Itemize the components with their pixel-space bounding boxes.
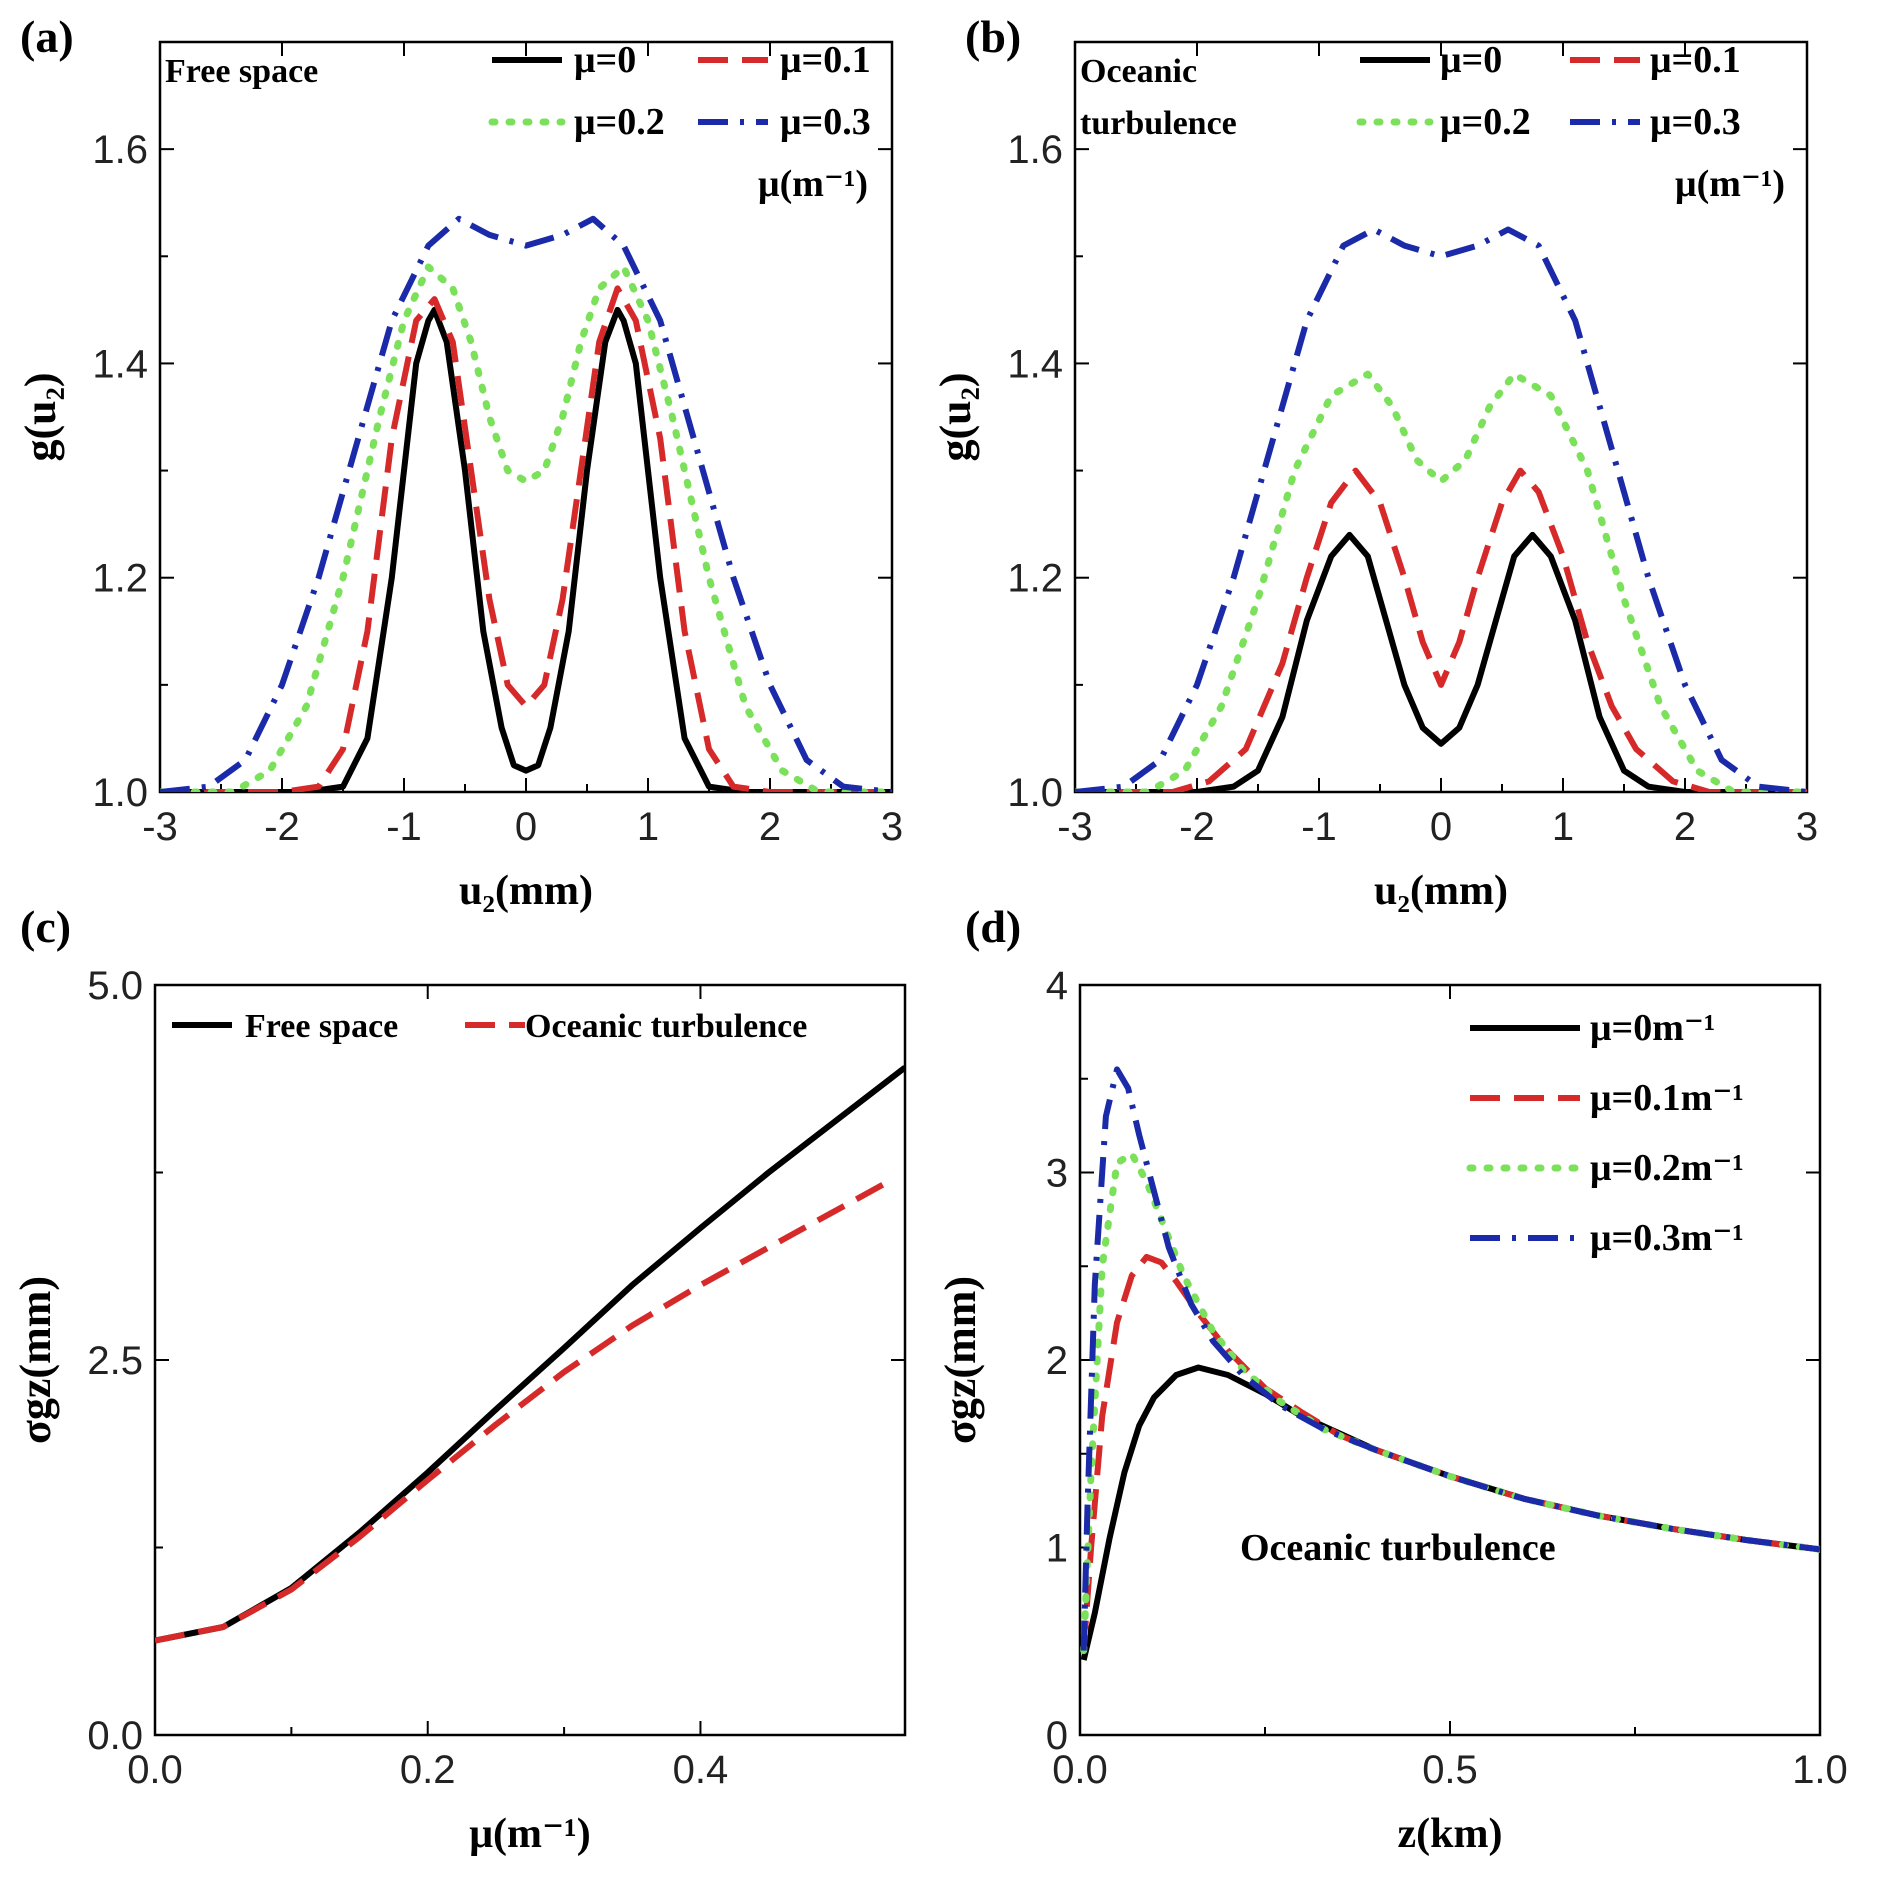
- x-tick-label: -2: [1179, 805, 1215, 849]
- legend-label: μ=0.3: [780, 101, 871, 143]
- x-tick-label: 2: [1674, 805, 1696, 849]
- legend-label: μ=0.2m⁻¹: [1590, 1147, 1744, 1189]
- annotation-text: Oceanic turbulence: [1240, 1527, 1556, 1569]
- x-tick-label: -2: [264, 805, 300, 849]
- y-tick-label: 3: [1046, 1152, 1068, 1196]
- y-tick-label: 1.6: [92, 128, 148, 172]
- x-tick-label: -1: [386, 805, 422, 849]
- y-tick-label: 1.4: [92, 342, 148, 386]
- panel-c: 0.0 0.2 0.4 0.0 2.5 5.0 μ(m⁻¹) σgz(mm) (c) Free s…: [11, 901, 907, 1857]
- legend-label: Free space: [245, 1008, 398, 1045]
- y-tick-label: 1.2: [92, 557, 148, 601]
- x-tick-label: 1: [637, 805, 659, 849]
- y-axis-label: σgz(mm): [11, 1276, 60, 1444]
- x-tick-label: 1: [1552, 805, 1574, 849]
- x-tick-label: 0: [1430, 805, 1452, 849]
- y-tick-label: 2: [1046, 1339, 1068, 1383]
- y-tick-label: 2.5: [87, 1339, 143, 1383]
- y-axis-label: g(u₂): [16, 373, 65, 462]
- x-tick-label: 0.0: [1052, 1748, 1108, 1792]
- series-line-0: [160, 306, 892, 792]
- legend-label: μ=0.1m⁻¹: [1590, 1077, 1744, 1119]
- legend-label: μ=0m⁻¹: [1590, 1007, 1715, 1049]
- panel-label: (b): [965, 11, 1021, 62]
- annotation-text: Oceanic: [1080, 53, 1197, 90]
- series-line-2: [160, 263, 892, 792]
- y-tick-label: 0.0: [87, 1714, 143, 1758]
- series-line-1: [1075, 467, 1807, 792]
- series-line-1: [160, 285, 892, 792]
- x-tick-label: -3: [1057, 805, 1093, 849]
- y-tick-label: 0: [1046, 1714, 1068, 1758]
- x-tick-label: -3: [142, 805, 178, 849]
- series-line-0: [1080, 1364, 1820, 1661]
- panel-d: 0.0 0.5 1.0 0 1 2 3 4 z(km) σgz(mm) (d) μ=0m⁻¹ μ=0.1…: [936, 901, 1848, 1857]
- x-tick-label: 3: [881, 805, 903, 849]
- y-tick-label: 5.0: [87, 964, 143, 1008]
- legend-label: μ=0.2: [1440, 101, 1531, 143]
- panel-label: (a): [20, 11, 74, 62]
- series-line-1: [155, 1177, 893, 1644]
- x-tick-label: 0: [515, 805, 537, 849]
- series-line-2: [1075, 370, 1807, 792]
- panel-label: (c): [20, 901, 71, 952]
- x-tick-label: 0.2: [400, 1748, 456, 1792]
- plot-frame: [158, 40, 894, 794]
- x-axis-label: u₂(mm): [459, 868, 593, 914]
- panel-b: -3 -2 -1 0 1 2 3 1.0 1.2 1.4 1.6 u₂(mm) g(u₂) (b) μ=0 μ…: [931, 11, 1818, 914]
- legend-label: μ=0.3m⁻¹: [1590, 1217, 1744, 1259]
- annotation-text: Free space: [165, 53, 318, 90]
- series-line-0: [155, 1065, 905, 1644]
- legend-label: μ=0.1: [780, 39, 871, 81]
- x-axis-label: u₂(mm): [1374, 868, 1508, 914]
- y-tick-label: 1.2: [1007, 557, 1063, 601]
- panel-a: -3 -2 -1 0 1 2 3 1.0 1.2 1.4 1.6 u₂(mm) g(u₂) (a) μ=0 μ…: [16, 11, 903, 914]
- x-tick-label: 0.4: [673, 1748, 729, 1792]
- x-tick-label: 2: [759, 805, 781, 849]
- legend-title: μ(m⁻¹): [758, 163, 868, 205]
- y-tick-label: 1.0: [1007, 771, 1063, 815]
- y-axis-label: g(u₂): [931, 373, 980, 462]
- series-line-3: [160, 215, 892, 792]
- legend-label: μ=0: [1440, 39, 1502, 81]
- legend-label: μ=0.1: [1650, 39, 1741, 81]
- legend-label: μ=0: [574, 39, 636, 81]
- x-axis-label: z(km): [1398, 1811, 1503, 1857]
- x-tick-label: 3: [1796, 805, 1818, 849]
- y-tick-label: 1.6: [1007, 128, 1063, 172]
- legend-label: μ=0.3: [1650, 101, 1741, 143]
- series-line-0: [1075, 531, 1807, 792]
- y-tick-label: 1.4: [1007, 342, 1063, 386]
- series-line-3: [1080, 1066, 1820, 1651]
- legend-title: μ(m⁻¹): [1675, 163, 1785, 205]
- y-tick-label: 4: [1046, 964, 1068, 1008]
- x-tick-label: 0.5: [1422, 1748, 1478, 1792]
- y-tick-label: 1: [1046, 1527, 1068, 1571]
- plot-frame: [153, 983, 907, 1737]
- x-axis-label: μ(m⁻¹): [469, 1811, 591, 1857]
- legend-label: μ=0.2: [574, 101, 665, 143]
- series-line-3: [1075, 226, 1807, 792]
- y-axis-label: σgz(mm): [936, 1276, 985, 1444]
- panel-label: (d): [965, 901, 1021, 952]
- x-tick-label: -1: [1301, 805, 1337, 849]
- legend-label: Oceanic turbulence: [525, 1008, 807, 1045]
- annotation-text: turbulence: [1080, 105, 1237, 142]
- x-tick-label: 0.0: [127, 1748, 183, 1792]
- x-tick-label: 1.0: [1792, 1748, 1848, 1792]
- series-line-1: [1080, 1253, 1820, 1651]
- y-tick-label: 1.0: [92, 771, 148, 815]
